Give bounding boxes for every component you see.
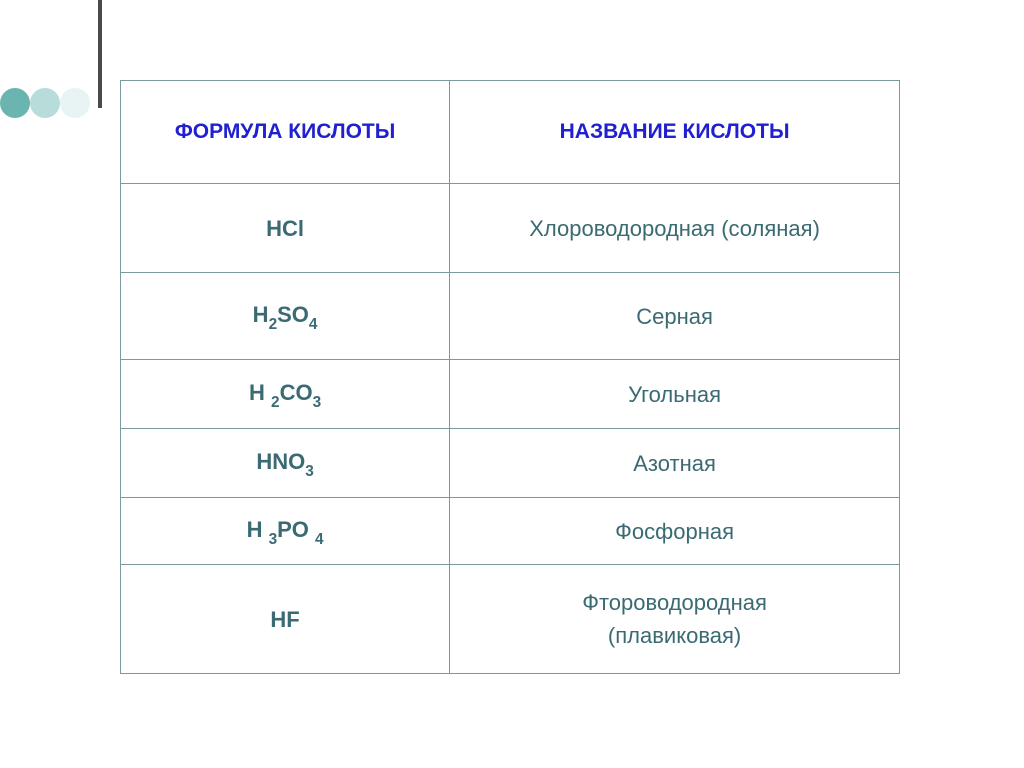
acid-name: Фтороводородная(плавиковая)	[582, 586, 767, 652]
acid-formula: H 3PO 4	[247, 513, 324, 550]
acid-table: ФОРМУЛА КИСЛОТЫ НАЗВАНИЕ КИСЛОТЫ HCl Хло…	[120, 80, 900, 674]
acid-name: Азотная	[633, 447, 716, 480]
name-cell: Серная	[450, 273, 899, 359]
header-name-label: НАЗВАНИЕ КИСЛОТЫ	[560, 120, 790, 144]
table-header-row: ФОРМУЛА КИСЛОТЫ НАЗВАНИЕ КИСЛОТЫ	[121, 81, 899, 184]
acid-formula: H2SO4	[253, 298, 318, 335]
name-cell: Хлороводородная (соляная)	[450, 184, 899, 272]
formula-cell: HF	[121, 565, 450, 673]
acid-name: Фосфорная	[615, 515, 734, 548]
header-formula-label: ФОРМУЛА КИСЛОТЫ	[175, 120, 396, 144]
acid-name: Угольная	[628, 378, 721, 411]
formula-cell: H 3PO 4	[121, 498, 450, 564]
formula-cell: HNO3	[121, 429, 450, 497]
table-row: H 2CO3 Угольная	[121, 360, 899, 429]
name-cell: Фтороводородная(плавиковая)	[450, 565, 899, 673]
table-header-cell: НАЗВАНИЕ КИСЛОТЫ	[450, 81, 899, 183]
table-row: HCl Хлороводородная (соляная)	[121, 184, 899, 273]
acid-formula: H 2CO3	[249, 376, 321, 413]
table-row: H 3PO 4 Фосфорная	[121, 498, 899, 565]
formula-cell: H2SO4	[121, 273, 450, 359]
formula-cell: H 2CO3	[121, 360, 450, 428]
acid-name: Хлороводородная (соляная)	[529, 212, 820, 245]
decor-dots	[0, 88, 90, 118]
decor-dot	[0, 88, 30, 118]
name-cell: Фосфорная	[450, 498, 899, 564]
decor-dot	[60, 88, 90, 118]
table-row: HNO3 Азотная	[121, 429, 899, 498]
acid-name: Серная	[636, 300, 713, 333]
table-row: HF Фтороводородная(плавиковая)	[121, 565, 899, 673]
name-cell: Угольная	[450, 360, 899, 428]
formula-cell: HCl	[121, 184, 450, 272]
decor-dot	[30, 88, 60, 118]
acid-formula: HCl	[266, 212, 304, 245]
acid-formula: HF	[270, 603, 299, 636]
table-row: H2SO4 Серная	[121, 273, 899, 360]
decor-vertical-line	[98, 0, 102, 108]
table-header-cell: ФОРМУЛА КИСЛОТЫ	[121, 81, 450, 183]
acid-formula: HNO3	[256, 445, 313, 482]
name-cell: Азотная	[450, 429, 899, 497]
